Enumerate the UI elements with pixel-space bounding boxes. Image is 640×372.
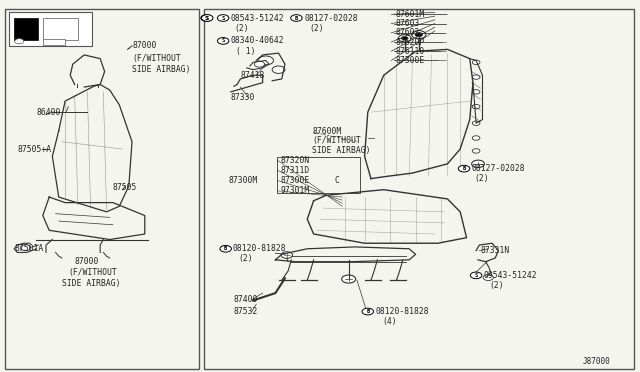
Text: 87300M: 87300M (228, 176, 257, 185)
Text: 97301M: 97301M (280, 186, 310, 195)
Text: B: B (295, 16, 298, 20)
Circle shape (258, 56, 273, 65)
Text: J87000: J87000 (582, 357, 610, 366)
Text: 87311D: 87311D (280, 166, 310, 174)
FancyBboxPatch shape (14, 18, 38, 40)
Circle shape (472, 149, 480, 153)
FancyBboxPatch shape (204, 9, 634, 369)
Text: 87418: 87418 (241, 71, 265, 80)
Text: SIDE AIRBAG): SIDE AIRBAG) (312, 146, 371, 155)
Circle shape (202, 15, 213, 21)
Text: 87300E: 87300E (395, 56, 424, 65)
Circle shape (472, 160, 484, 167)
Text: S: S (474, 273, 477, 278)
Text: (F/WITHOUT: (F/WITHOUT (68, 268, 117, 277)
Text: C: C (334, 176, 339, 185)
Text: S: S (205, 16, 208, 20)
Circle shape (20, 245, 31, 251)
Text: 87300E: 87300E (280, 176, 310, 185)
Circle shape (470, 272, 482, 279)
Text: S: S (221, 38, 225, 44)
FancyBboxPatch shape (4, 9, 199, 369)
Circle shape (472, 136, 480, 140)
Text: 87601M: 87601M (395, 10, 424, 19)
Text: 87600M: 87600M (312, 127, 342, 136)
Text: B: B (366, 309, 369, 314)
Text: S: S (205, 16, 209, 20)
Text: 87501A: 87501A (14, 244, 44, 253)
Text: 87330: 87330 (231, 93, 255, 102)
FancyBboxPatch shape (43, 39, 65, 45)
Circle shape (218, 38, 229, 44)
Circle shape (281, 252, 292, 259)
Text: SIDE AIRBAG): SIDE AIRBAG) (132, 65, 191, 74)
Text: 09543-51242: 09543-51242 (484, 271, 538, 280)
Circle shape (458, 165, 470, 172)
Circle shape (398, 35, 411, 42)
Text: 87505: 87505 (113, 183, 137, 192)
Circle shape (362, 308, 374, 315)
Circle shape (472, 105, 480, 109)
Circle shape (412, 31, 426, 39)
Circle shape (472, 60, 480, 64)
Text: 87620P: 87620P (395, 38, 424, 46)
FancyBboxPatch shape (43, 18, 78, 40)
Text: SIDE AIRBAG): SIDE AIRBAG) (62, 279, 120, 288)
Text: 08543-51242: 08543-51242 (231, 13, 284, 22)
Text: 87603: 87603 (395, 19, 420, 28)
Text: 87331N: 87331N (481, 246, 510, 255)
Circle shape (218, 15, 229, 21)
Circle shape (254, 61, 264, 67)
Circle shape (415, 32, 422, 37)
Circle shape (401, 36, 408, 40)
Text: 87602: 87602 (395, 28, 420, 37)
Text: 87505+A: 87505+A (17, 145, 51, 154)
Text: (F/WITHOUT: (F/WITHOUT (132, 54, 180, 63)
Circle shape (220, 246, 232, 252)
Text: ( 1): ( 1) (236, 47, 255, 56)
Text: (2): (2) (309, 24, 324, 33)
Circle shape (291, 15, 302, 21)
Circle shape (483, 275, 493, 280)
Text: 08120-81828: 08120-81828 (376, 307, 429, 316)
Text: (2): (2) (475, 174, 490, 183)
Text: 87000: 87000 (132, 41, 156, 50)
Text: B: B (224, 246, 227, 251)
Text: 876110: 876110 (395, 47, 424, 56)
Text: (2): (2) (234, 24, 248, 33)
Circle shape (472, 90, 480, 94)
Circle shape (342, 275, 356, 283)
Text: 87400: 87400 (234, 295, 259, 304)
Text: (2): (2) (490, 281, 504, 290)
Circle shape (201, 15, 212, 21)
Text: 86400: 86400 (36, 108, 61, 117)
Text: (F/WITHOUT: (F/WITHOUT (312, 137, 361, 145)
Text: 08120-81828: 08120-81828 (233, 244, 286, 253)
Text: 87000: 87000 (75, 257, 99, 266)
Text: 87320N: 87320N (280, 155, 310, 165)
Text: B: B (462, 166, 466, 171)
Text: (4): (4) (383, 317, 397, 326)
Text: S: S (221, 16, 225, 20)
Text: 87532: 87532 (234, 307, 259, 316)
Text: 08127-02028: 08127-02028 (471, 164, 525, 173)
FancyBboxPatch shape (9, 13, 92, 46)
Circle shape (272, 66, 285, 73)
Text: 08127-02028: 08127-02028 (304, 13, 358, 22)
Text: (2): (2) (239, 254, 253, 263)
Text: 08340-40642: 08340-40642 (231, 36, 284, 45)
Circle shape (472, 75, 480, 79)
Circle shape (472, 121, 480, 125)
Circle shape (15, 39, 24, 44)
